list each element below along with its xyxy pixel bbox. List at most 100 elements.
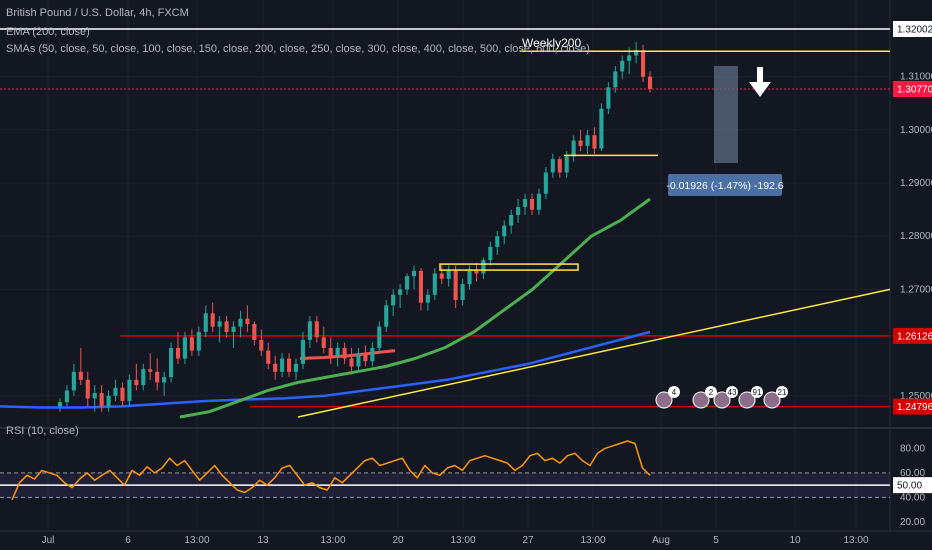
time-tick-label: 20: [392, 535, 404, 546]
candle: [64, 385, 69, 407]
candle-body: [599, 108, 604, 149]
candle-body: [453, 270, 458, 301]
candle-body: [446, 270, 451, 279]
candle: [335, 342, 340, 367]
candle-body: [391, 294, 396, 306]
rsi-tick-label: 40.00: [900, 492, 925, 503]
candle: [134, 363, 139, 391]
time-tick-label: 13:00: [320, 535, 345, 546]
candle: [217, 316, 222, 343]
time-tick-label: 5: [713, 535, 719, 546]
candle: [391, 289, 396, 317]
candle: [307, 316, 312, 348]
candle-body: [405, 276, 410, 290]
candle-body: [92, 393, 97, 399]
candle: [405, 273, 410, 295]
candle-body: [155, 371, 160, 383]
candle: [71, 363, 76, 396]
weekly200-label: Weekly200: [522, 36, 581, 50]
candle: [592, 127, 597, 154]
current-price-tag-text: 1.30770: [897, 84, 932, 95]
candle-body: [314, 321, 319, 338]
candle-body: [370, 347, 375, 362]
badge-bubble: [751, 386, 763, 398]
candle-body: [647, 76, 653, 89]
candle-body: [488, 246, 493, 261]
candle-body: [335, 347, 340, 356]
time-tick-label: Aug: [652, 535, 670, 546]
candle: [439, 265, 444, 285]
candle-body: [162, 377, 167, 383]
candle-body: [606, 87, 611, 109]
candle: [273, 355, 278, 380]
candle: [78, 347, 83, 386]
top-price-tag-bg: [893, 21, 932, 37]
down-arrow-icon: [749, 67, 771, 97]
support-price-tag-text: 1.26126: [897, 331, 932, 342]
candle-body: [300, 339, 305, 364]
candle: [641, 44, 646, 83]
badge-bubble: [668, 386, 680, 398]
measure-label-bg: [668, 174, 782, 196]
candle-body: [578, 140, 583, 146]
candle-body: [495, 236, 500, 247]
candle: [148, 353, 153, 380]
candle-body: [634, 50, 639, 56]
candle: [516, 199, 521, 223]
event-badge: 43: [713, 386, 738, 409]
candle-body: [57, 402, 63, 407]
candle-body: [460, 284, 465, 301]
candle-body: [307, 321, 312, 340]
event-badge: 21: [763, 386, 788, 409]
candle-body: [203, 313, 208, 332]
candle: [411, 265, 417, 290]
flag-icon: [655, 391, 673, 409]
candle: [182, 331, 187, 364]
candle-body: [259, 339, 264, 351]
candle-body: [377, 326, 382, 348]
candle: [210, 302, 215, 332]
sma-green-line: [179, 197, 651, 419]
candle: [613, 66, 618, 93]
flag-icon: [738, 391, 756, 409]
candle: [175, 331, 181, 364]
candle-body: [78, 371, 83, 380]
candle: [370, 342, 375, 367]
candle-body: [620, 60, 625, 72]
candle: [231, 321, 236, 348]
candle: [488, 241, 493, 266]
candle: [550, 153, 555, 178]
time-tick-label: 13:00: [184, 535, 209, 546]
candle: [481, 257, 486, 279]
resistance-b-box: [439, 263, 579, 271]
candle: [342, 342, 347, 364]
candle-body: [592, 135, 597, 149]
candle: [509, 209, 514, 234]
candle-body: [99, 393, 104, 407]
flag-icon: [763, 391, 781, 409]
candle: [113, 379, 118, 402]
candle: [363, 345, 368, 367]
candle: [571, 135, 576, 162]
time-tick-label: 13:00: [843, 535, 868, 546]
candle: [245, 305, 250, 332]
candle-body: [328, 347, 333, 356]
low-price-tag-bg: [893, 398, 932, 415]
price-tick-label: 1.27000: [900, 284, 932, 295]
candle-body: [196, 331, 201, 351]
rsi-tick-label: 80.00: [900, 443, 925, 454]
support-price-tag: 1.26126: [893, 327, 932, 344]
candle-body: [210, 313, 215, 327]
candle: [398, 284, 403, 309]
event-badge: 91: [738, 386, 763, 409]
low-price-tag: 1.24796: [893, 398, 932, 415]
candle: [647, 71, 653, 93]
candle: [536, 188, 541, 215]
candle: [578, 129, 583, 152]
candle-body: [293, 363, 299, 372]
candle: [252, 321, 257, 346]
time-tick-label: 27: [522, 535, 534, 546]
candle-body: [529, 199, 535, 210]
